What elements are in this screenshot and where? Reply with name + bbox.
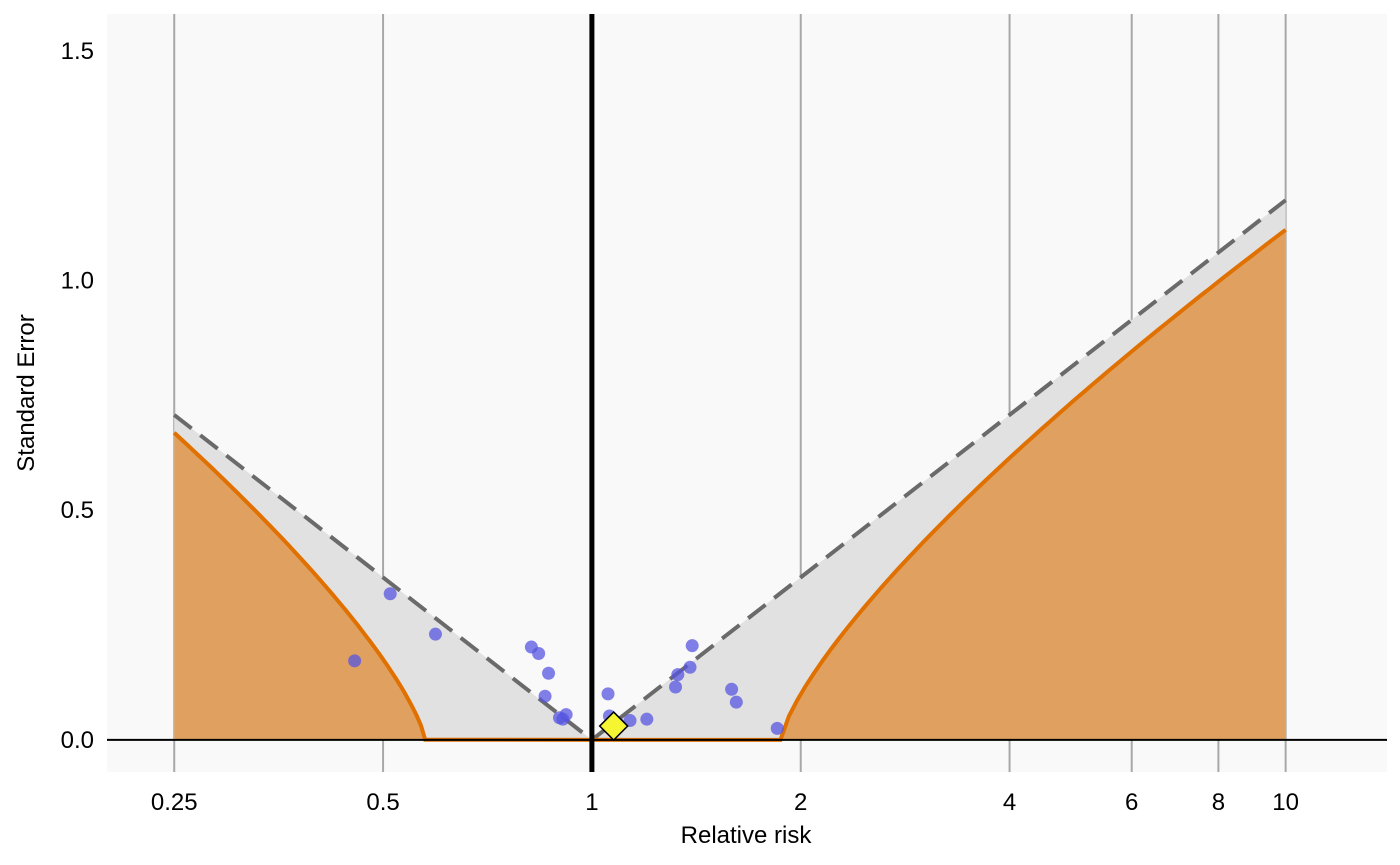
study-point-19 [685, 639, 699, 653]
x-tick-label-0.5: 0.5 [366, 789, 399, 816]
study-point-11 [601, 687, 615, 701]
study-point-18 [683, 660, 697, 674]
x-tick-label-8: 8 [1212, 789, 1225, 816]
y-axis-title: Standard Error [13, 314, 40, 471]
y-tick-label-0.0: 0.0 [61, 727, 94, 754]
x-axis-title: Relative risk [681, 822, 813, 849]
study-point-3 [428, 627, 442, 641]
funnel-left-dashed-line [173, 413, 594, 742]
x-tick-label-0.25: 0.25 [151, 789, 198, 816]
summary-estimate [598, 710, 629, 742]
study-point-20 [725, 682, 739, 696]
study-point-1 [348, 654, 362, 668]
study-point-22 [770, 721, 784, 735]
significance-region-left [174, 432, 426, 740]
study-point-21 [729, 695, 743, 709]
significance-region-right [780, 229, 1286, 740]
study-point-6 [542, 666, 556, 680]
x-tick-labels: 0.25 0.5 1 2 4 6 8 10 [151, 789, 1299, 816]
significance-region [172, 228, 1287, 742]
study-point-17 [671, 668, 685, 682]
study-point-15 [640, 712, 654, 726]
x-tick-label-1: 1 [585, 789, 598, 816]
study-point-10 [559, 708, 573, 722]
y-tick-label-1.5: 1.5 [61, 38, 94, 65]
study-point-2 [383, 587, 397, 601]
x-tick-label-2: 2 [794, 789, 807, 816]
summary-estimate-diamond [598, 710, 629, 742]
y-tick-labels: 0.0 0.5 1.0 1.5 [61, 38, 94, 754]
study-point-7 [538, 689, 552, 703]
y-tick-label-0.5: 0.5 [61, 497, 94, 524]
funnel-right-dashed-line [590, 198, 1287, 742]
study-point-5 [532, 646, 546, 660]
study-point-16 [669, 680, 683, 694]
study-point-14 [623, 714, 637, 728]
x-tick-label-10: 10 [1272, 789, 1299, 816]
y-tick-label-1.0: 1.0 [61, 267, 94, 294]
x-tick-label-6: 6 [1125, 789, 1138, 816]
x-tick-label-4: 4 [1003, 789, 1016, 816]
